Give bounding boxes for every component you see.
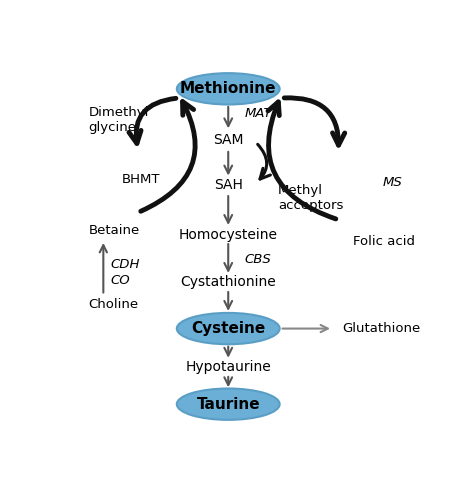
Text: Folic acid: Folic acid: [353, 235, 415, 249]
Text: Choline: Choline: [89, 298, 139, 311]
Text: SAH: SAH: [214, 178, 243, 192]
Text: Methionine: Methionine: [180, 81, 276, 96]
FancyArrowPatch shape: [258, 144, 270, 179]
Text: Dimethyl
glycine: Dimethyl glycine: [89, 106, 149, 134]
FancyArrowPatch shape: [284, 98, 345, 145]
Text: Taurine: Taurine: [196, 397, 260, 411]
Text: Homocysteine: Homocysteine: [179, 228, 278, 241]
Ellipse shape: [177, 73, 280, 104]
Ellipse shape: [177, 388, 280, 420]
Text: SAM: SAM: [213, 134, 244, 148]
Text: CBS: CBS: [245, 253, 272, 266]
FancyArrowPatch shape: [268, 102, 336, 219]
Text: Cysteine: Cysteine: [191, 321, 265, 336]
Text: CDH: CDH: [110, 258, 140, 271]
Text: MAT: MAT: [245, 107, 273, 120]
Text: Cystathionine: Cystathionine: [180, 275, 276, 289]
Text: Hypotaurine: Hypotaurine: [185, 360, 271, 374]
FancyArrowPatch shape: [141, 102, 195, 211]
Text: Betaine: Betaine: [89, 224, 140, 237]
Text: CO: CO: [110, 274, 130, 287]
Text: MS: MS: [383, 176, 402, 189]
Ellipse shape: [177, 313, 280, 344]
Text: Glutathione: Glutathione: [342, 322, 420, 335]
Text: Methyl
acceptors: Methyl acceptors: [278, 183, 343, 212]
Text: BHMT: BHMT: [122, 173, 160, 186]
FancyArrowPatch shape: [129, 98, 176, 143]
